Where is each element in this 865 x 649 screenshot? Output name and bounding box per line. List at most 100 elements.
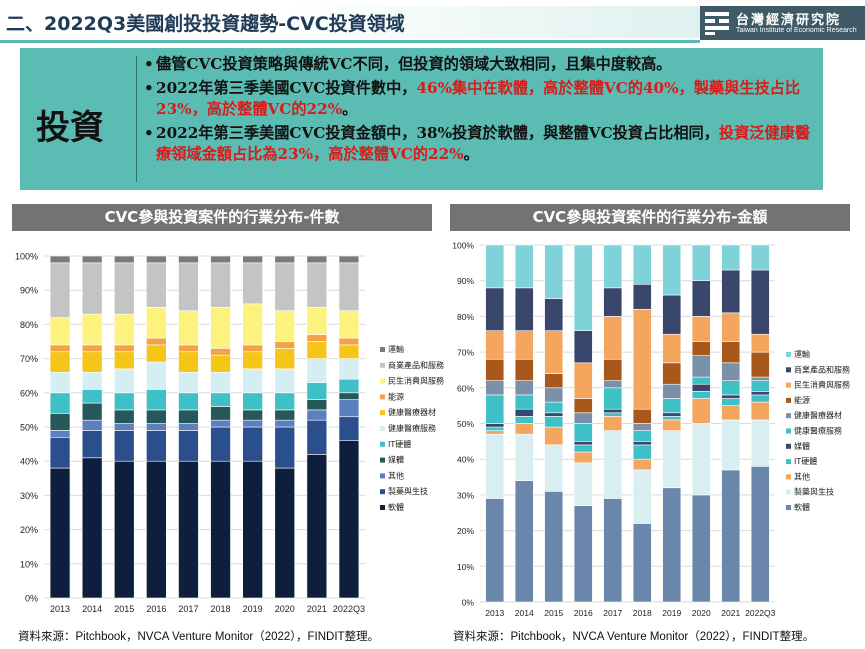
bar-segment	[485, 430, 505, 435]
bar-segment	[485, 498, 505, 603]
legend-swatch	[786, 443, 791, 449]
bar-segment	[544, 298, 564, 331]
bar-segment	[338, 337, 360, 346]
legend-swatch	[786, 459, 791, 465]
bar-segment	[750, 333, 770, 353]
bar-segment	[113, 430, 135, 462]
bar-segment	[338, 310, 360, 339]
bar-segment	[662, 416, 682, 421]
bar-segment	[274, 255, 296, 264]
bar-segment	[632, 441, 652, 446]
bar-segment	[662, 419, 682, 431]
bar-segment	[632, 408, 652, 424]
bar-segment	[178, 310, 199, 346]
legend-swatch	[380, 457, 385, 463]
legend-label: 製藥與生技	[794, 487, 834, 497]
legend-swatch	[380, 394, 385, 400]
x-tick-label: 2017	[603, 608, 622, 618]
legend-label: 媒體	[388, 455, 404, 465]
bar-segment	[662, 244, 682, 296]
bar-segment	[750, 244, 770, 271]
bar-segment	[242, 368, 263, 394]
y-tick-label: 80%	[20, 320, 38, 330]
chart-amount: 0% 10% 20% 30% 40% 50% 60% 70% 80% 90% 100% 2013 201…	[452, 241, 850, 619]
bar-segment	[514, 244, 534, 289]
bar-segment	[210, 348, 231, 356]
bar-segment	[514, 480, 534, 603]
bar-segment	[178, 430, 199, 462]
chart-count: 0% 10% 20% 30% 40% 50% 60% 70% 80% 90% 100% 2013 201…	[15, 252, 444, 615]
bar-segment	[662, 383, 682, 399]
bar-segment	[632, 244, 652, 285]
bullet-highlight-text: 投資泛健康醫療領域金額占比為23%，高於整體VC的22%	[156, 124, 811, 163]
bar-segment	[544, 412, 564, 417]
bar-segment	[113, 460, 135, 599]
x-tick-label: 2017	[178, 604, 198, 614]
legend-label: 商業產品和服務	[388, 360, 444, 370]
x-tick-label: 2018	[633, 608, 652, 618]
legend-label: 媒體	[794, 441, 810, 451]
bar-segment	[81, 389, 103, 404]
bar-segment	[81, 430, 103, 459]
x-tick-label: 2015	[544, 608, 563, 618]
legend-swatch	[380, 410, 385, 416]
bar-segment	[81, 402, 103, 421]
y-tick-label: 30%	[20, 491, 38, 501]
bar-segment	[750, 419, 770, 467]
bar-segment	[603, 244, 623, 289]
legend-swatch	[380, 347, 385, 352]
bar-segment	[750, 269, 770, 335]
y-tick-label: 90%	[20, 286, 38, 296]
bar-segment	[49, 436, 71, 469]
bar-segment	[691, 280, 711, 317]
info-divider	[136, 56, 137, 182]
bar-segment	[750, 391, 770, 396]
bar-segment	[81, 313, 103, 346]
bar-segment	[338, 378, 360, 394]
bar-segment	[242, 460, 263, 599]
bar-segment	[178, 392, 199, 411]
bar-segment	[721, 269, 741, 314]
bar-segment	[603, 387, 623, 410]
legend-swatch	[380, 473, 385, 479]
bar-segment	[750, 401, 770, 421]
bar-segment	[632, 430, 652, 442]
legend-label: IT硬體	[794, 456, 817, 466]
bar-segment	[691, 341, 711, 356]
y-tick-label: 70%	[457, 348, 474, 358]
legend-label: 其他	[388, 470, 404, 480]
bar-segment	[274, 409, 296, 421]
bar-segment	[544, 244, 564, 299]
bar-segment	[306, 409, 328, 421]
bar-segment	[242, 409, 263, 421]
bar-segment	[750, 466, 770, 603]
bar-segment	[49, 467, 71, 599]
legend-label: 健康醫療器材	[388, 407, 436, 417]
bar-segment	[49, 351, 71, 373]
bar-segment	[113, 409, 135, 424]
bar-segment	[146, 255, 167, 264]
bar-segment	[49, 430, 71, 438]
bar-segment	[49, 392, 71, 414]
bar-segment	[691, 398, 711, 424]
bar-segment	[113, 392, 135, 411]
info-label-wrap: 投資	[20, 48, 136, 190]
bullet-item: 儘管CVC投資策略與傳統VC不同，但投資的領域大致相同，且集中度較高。	[142, 54, 818, 75]
logo-name-cn: 台灣經濟研究院	[736, 13, 842, 28]
legend-swatch	[786, 413, 791, 419]
bar-segment	[306, 341, 328, 359]
bar-segment	[750, 380, 770, 392]
y-tick-label: 0%	[462, 598, 475, 608]
info-box: 投資 儘管CVC投資策略與傳統VC不同，但投資的領域大致相同，且集中度較高。 20…	[20, 48, 823, 190]
bar-segment	[485, 287, 505, 331]
bar-segment	[178, 344, 199, 353]
legend-label: 軟體	[388, 502, 404, 512]
page-title: 二、2022Q3美國創投投資趨勢-CVC投資領域	[6, 13, 405, 35]
bullet-text: 儘管CVC投資策略與傳統VC不同，但投資的領域大致相同，且集中度較高。	[156, 55, 672, 73]
bar-segment	[210, 406, 231, 421]
bar-segment	[49, 255, 71, 264]
bar-segment	[210, 262, 231, 308]
x-tick-label: 2014	[515, 608, 534, 618]
bar-segment	[514, 330, 534, 360]
legend-label: 民生消費與服務	[794, 380, 850, 390]
